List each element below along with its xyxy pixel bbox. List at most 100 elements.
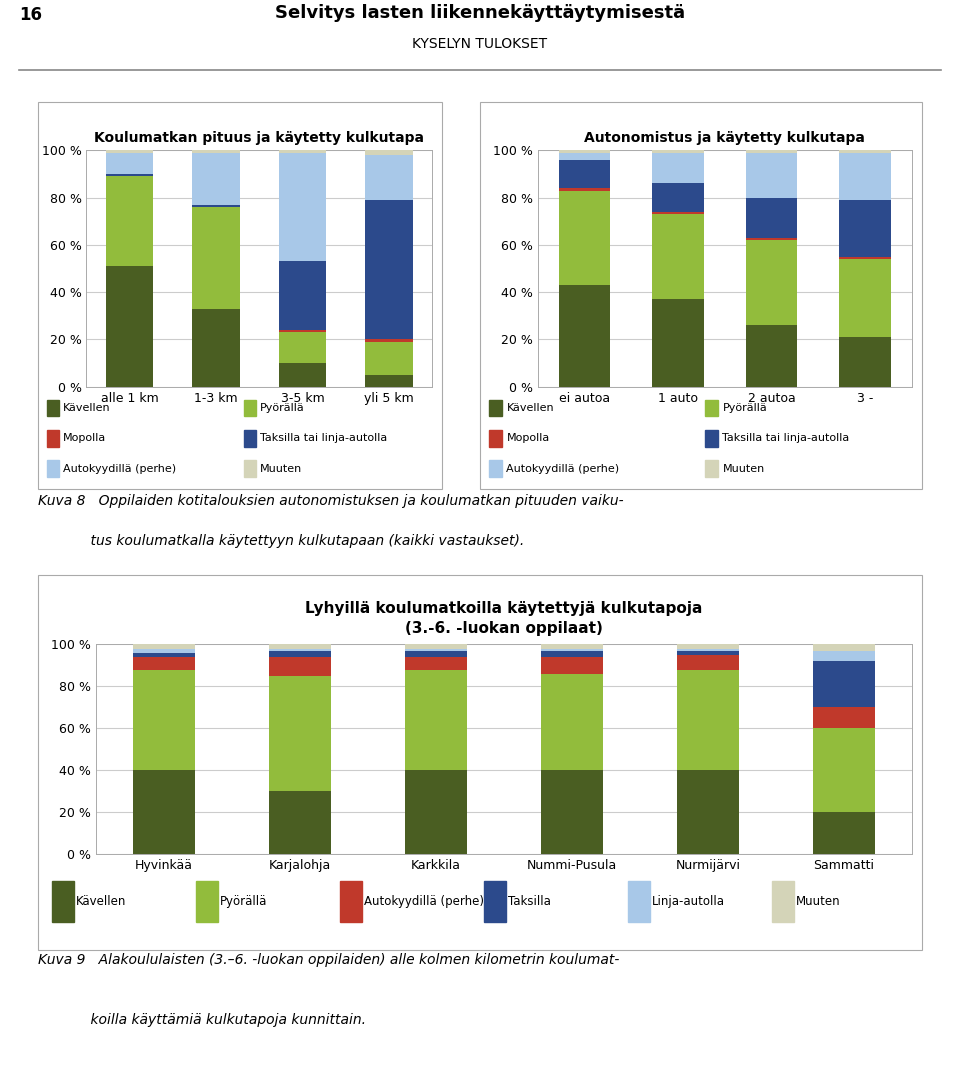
Bar [839, 337, 891, 387]
Bar [133, 644, 195, 649]
Bar [133, 669, 195, 770]
Bar [270, 644, 330, 649]
Bar [192, 150, 240, 153]
Bar [47, 461, 59, 477]
Title: Koulumatkan pituus ja käytetty kulkutapa: Koulumatkan pituus ja käytetty kulkutapa [94, 131, 424, 145]
Bar [541, 649, 603, 651]
Bar [541, 673, 603, 770]
Bar [365, 342, 413, 375]
Bar [270, 676, 330, 790]
Bar [405, 669, 467, 770]
Text: Mopolla: Mopolla [62, 434, 107, 444]
Bar [133, 649, 195, 653]
Bar [365, 375, 413, 387]
Bar [678, 651, 738, 655]
Bar [813, 812, 875, 854]
Text: Muuten: Muuten [796, 895, 840, 909]
Bar [365, 339, 413, 342]
Bar [746, 325, 798, 387]
Bar [365, 200, 413, 339]
Bar [652, 184, 704, 212]
Bar [278, 153, 326, 261]
Bar [746, 150, 798, 153]
Bar [541, 770, 603, 854]
Bar [705, 461, 718, 477]
Bar [106, 176, 154, 266]
Text: Autokyydillä (perhe): Autokyydillä (perhe) [507, 464, 619, 474]
Bar [678, 649, 738, 651]
Title: Lyhyillä koulumatkoilla käytettyjä kulkutapoja
(3.-6. -luokan oppilaat): Lyhyillä koulumatkoilla käytettyjä kulku… [305, 601, 703, 636]
Bar [278, 363, 326, 387]
Bar [244, 430, 255, 447]
Text: Muuten: Muuten [723, 464, 765, 474]
Text: Autokyydillä (perhe): Autokyydillä (perhe) [364, 895, 484, 909]
Bar [197, 882, 218, 921]
Bar [559, 190, 611, 285]
Text: Kävellen: Kävellen [62, 403, 110, 413]
Bar [192, 153, 240, 205]
Bar [270, 651, 330, 657]
Bar [106, 153, 154, 174]
Bar [405, 651, 467, 657]
Bar [106, 150, 154, 153]
Bar [52, 882, 74, 921]
Bar [559, 285, 611, 387]
Bar [813, 662, 875, 707]
Bar [278, 261, 326, 330]
Text: Kuva 9   Alakoululaisten (3.–6. -luokan oppilaiden) alle kolmen kilometrin koulu: Kuva 9 Alakoululaisten (3.–6. -luokan op… [38, 953, 620, 967]
Text: Pyörällä: Pyörällä [220, 895, 267, 909]
Text: tus koulumatkalla käytettyyn kulkutapaan (kaikki vastaukset).: tus koulumatkalla käytettyyn kulkutapaan… [38, 534, 525, 548]
Bar [746, 198, 798, 237]
Bar [839, 257, 891, 259]
Bar [652, 153, 704, 184]
Bar [705, 400, 718, 417]
Bar [705, 430, 718, 447]
Bar [652, 300, 704, 387]
Bar [489, 400, 502, 417]
Bar [678, 669, 738, 770]
Bar [678, 770, 738, 854]
Bar [365, 155, 413, 200]
Bar [652, 212, 704, 214]
Title: Autonomistus ja käytetty kulkutapa: Autonomistus ja käytetty kulkutapa [585, 131, 865, 145]
Bar [559, 160, 611, 188]
Bar [678, 644, 738, 649]
Bar [405, 770, 467, 854]
Text: KYSELYN TULOKSET: KYSELYN TULOKSET [413, 37, 547, 50]
Bar [278, 330, 326, 332]
Bar [541, 644, 603, 649]
Bar [559, 150, 611, 153]
Text: Taksilla tai linja-autolla: Taksilla tai linja-autolla [259, 434, 387, 444]
Text: Taksilla tai linja-autolla: Taksilla tai linja-autolla [723, 434, 850, 444]
Bar [772, 882, 794, 921]
Bar [270, 649, 330, 651]
Bar [746, 241, 798, 325]
Text: Muuten: Muuten [259, 464, 302, 474]
Bar [839, 150, 891, 153]
Bar [559, 153, 611, 160]
Bar [489, 430, 502, 447]
Bar [489, 461, 502, 477]
Bar [813, 707, 875, 728]
Bar [192, 207, 240, 308]
Bar [278, 150, 326, 153]
Bar [106, 174, 154, 176]
Bar [839, 153, 891, 200]
Bar [839, 200, 891, 257]
Bar [405, 649, 467, 651]
Text: Pyörällä: Pyörällä [259, 403, 304, 413]
Bar [485, 882, 506, 921]
Bar [678, 655, 738, 669]
Text: Selvitys lasten liikennekäyttäytymisestä: Selvitys lasten liikennekäyttäytymisestä [275, 3, 685, 21]
Bar [244, 400, 255, 417]
Bar [47, 400, 59, 417]
Text: Kävellen: Kävellen [507, 403, 554, 413]
Bar [652, 150, 704, 153]
Bar [541, 657, 603, 673]
Bar [813, 644, 875, 651]
Bar [192, 308, 240, 387]
Bar [192, 205, 240, 207]
Bar [341, 882, 362, 921]
Text: Pyörällä: Pyörällä [723, 403, 767, 413]
Bar [405, 657, 467, 669]
